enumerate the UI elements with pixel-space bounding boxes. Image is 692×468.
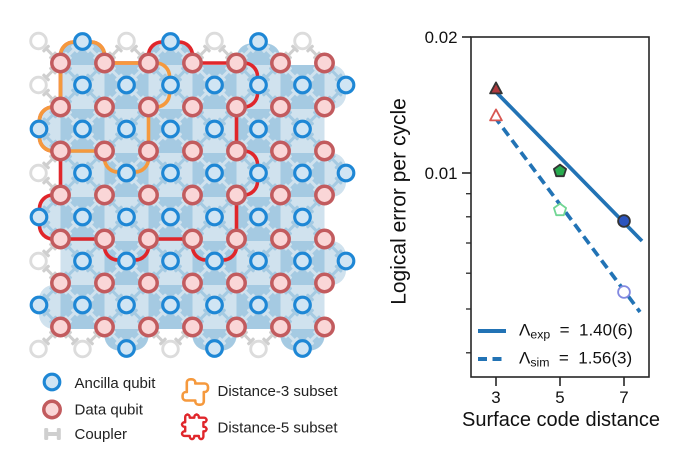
svg-text:Data qubit: Data qubit xyxy=(75,402,144,419)
svg-text:3: 3 xyxy=(491,388,500,407)
svg-text:Surface code distance: Surface code distance xyxy=(462,409,660,431)
svg-text:0.02: 0.02 xyxy=(425,28,458,47)
svg-text:7: 7 xyxy=(619,388,628,407)
svg-text:Logical error per cycle: Logical error per cycle xyxy=(388,98,411,305)
svg-text:Ancilla qubit: Ancilla qubit xyxy=(75,375,157,392)
svg-text:5: 5 xyxy=(555,388,564,407)
svg-text:Distance-5 subset: Distance-5 subset xyxy=(218,419,339,436)
svg-text:Coupler: Coupler xyxy=(75,426,128,443)
svg-text:0.01: 0.01 xyxy=(425,164,458,183)
svg-text:Distance-3 subset: Distance-3 subset xyxy=(218,383,339,400)
